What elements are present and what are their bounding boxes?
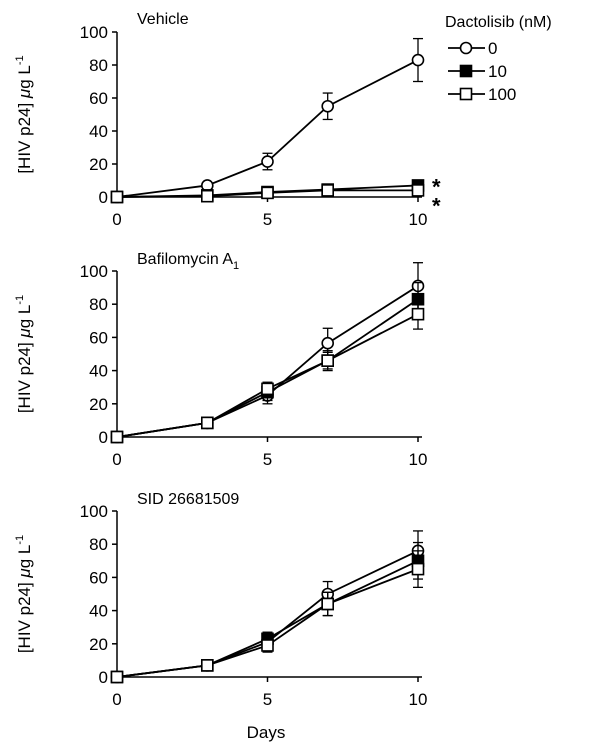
data-point	[261, 639, 274, 652]
data-point	[411, 184, 425, 197]
y-tick-label: 40	[89, 602, 108, 621]
y-tick-label: 60	[89, 328, 108, 347]
series-0	[110, 37, 425, 204]
data-point	[411, 53, 425, 67]
data-point	[321, 184, 335, 197]
chart-panel-3: 0 20 40 60 80 100 0 5 10 [HIV p24] μg L-1 SID 2668…	[14, 491, 427, 709]
legend-item-0: 0	[448, 39, 497, 58]
data-point	[201, 659, 214, 672]
x-tick-label: 0	[112, 450, 121, 469]
y-tick-label: 100	[80, 502, 108, 521]
y-tick-label: 100	[80, 262, 108, 281]
data-point	[321, 336, 335, 350]
x-tick-label: 0	[112, 210, 121, 229]
panel-title: SID 26681509	[137, 491, 239, 508]
data-point	[110, 430, 124, 444]
data-point	[261, 382, 274, 396]
legend-item-100: 100	[448, 85, 516, 104]
y-tick-label: 80	[89, 295, 108, 314]
y-tick-label: 80	[89, 56, 108, 75]
legend-item-10: 10	[448, 62, 507, 81]
y-tick-label: 20	[89, 635, 108, 654]
y-tick-label: 60	[89, 89, 108, 108]
x-tick-label: 10	[409, 690, 428, 709]
legend: Dactolisib (nM) 0 10 100	[445, 14, 552, 104]
y-tick-label: 40	[89, 122, 108, 141]
series-line	[116, 559, 419, 678]
series-0	[110, 262, 425, 444]
panel-title: Bafilomycin A1	[137, 251, 239, 272]
legend-title: Dactolisib (nM)	[445, 14, 552, 31]
x-tick-label: 5	[263, 210, 272, 229]
y-tick-label: 100	[80, 23, 108, 42]
legend-marker	[459, 87, 473, 101]
significance-asterisk: *	[432, 193, 441, 218]
data-point	[411, 307, 425, 321]
data-point	[201, 416, 214, 430]
y-tick-label: 0	[99, 188, 108, 207]
series-10	[110, 281, 425, 444]
y-axis-label: [HIV p24] μg L-1	[14, 55, 34, 173]
series-100	[110, 550, 425, 684]
series-line	[116, 285, 419, 438]
y-axis-label: [HIV p24] μg L-1	[14, 295, 34, 413]
legend-label: 0	[488, 39, 497, 58]
series-line	[116, 313, 419, 438]
series-100	[110, 298, 425, 444]
x-tick-label: 5	[263, 690, 272, 709]
significance-asterisk: *	[432, 174, 441, 199]
x-tick-label: 10	[409, 450, 428, 469]
x-tick-label: 10	[409, 210, 428, 229]
y-tick-label: 80	[89, 535, 108, 554]
y-axis-label: [HIV p24] μg L-1	[14, 535, 34, 653]
data-point	[411, 562, 425, 576]
x-tick-label: 0	[112, 690, 121, 709]
y-tick-label: 20	[89, 155, 108, 174]
series-line	[116, 298, 419, 438]
y-tick-label: 0	[99, 428, 108, 447]
series-0	[110, 530, 425, 684]
data-point	[321, 597, 335, 611]
series-line	[116, 568, 419, 678]
legend-marker	[459, 64, 473, 78]
x-axis-label: Days	[247, 723, 286, 742]
data-point	[321, 99, 335, 113]
x-tick-label: 5	[263, 450, 272, 469]
series-10	[110, 541, 425, 684]
panel-title: Vehicle	[137, 11, 189, 28]
data-point	[321, 354, 335, 367]
data-point	[261, 186, 274, 200]
y-tick-label: 40	[89, 362, 108, 381]
series-line	[116, 59, 419, 198]
y-tick-label: 0	[99, 668, 108, 687]
y-tick-label: 20	[89, 395, 108, 414]
legend-marker	[459, 41, 473, 55]
legend-label: 100	[488, 85, 516, 104]
data-point	[201, 189, 214, 203]
data-point	[110, 190, 124, 204]
data-point	[110, 670, 124, 684]
legend-label: 10	[488, 62, 507, 81]
data-point	[261, 155, 274, 168]
chart-panel-2: 0 20 40 60 80 100 0 5 10 [HIV p24] μg L-1 Bafilomy…	[14, 251, 427, 469]
chart-panel-1: 0 20 40 60 80 100 0 5 10 [HIV p24] μg L-1 Vehicle *…	[14, 11, 441, 229]
series-100	[110, 184, 425, 204]
y-tick-label: 60	[89, 568, 108, 587]
series-line	[116, 550, 419, 678]
